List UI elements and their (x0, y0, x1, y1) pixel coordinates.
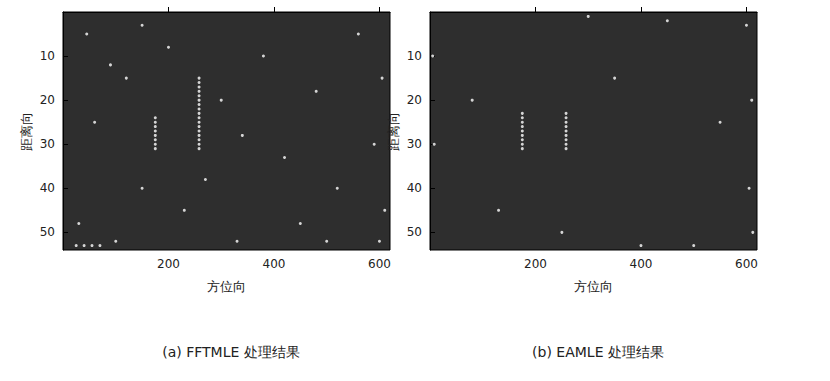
svg-text:400: 400 (630, 257, 653, 271)
svg-text:(b) EAMLE 处理结果: (b) EAMLE 处理结果 (532, 344, 664, 360)
svg-text:50: 50 (407, 225, 422, 239)
svg-text:30: 30 (407, 137, 422, 151)
svg-text:600: 600 (735, 257, 758, 271)
svg-text:(a) FFTMLE 处理结果: (a) FFTMLE 处理结果 (162, 344, 300, 360)
svg-text:方位向: 方位向 (207, 279, 246, 294)
svg-text:40: 40 (40, 181, 55, 195)
svg-text:距离向: 距离向 (386, 112, 401, 151)
svg-text:40: 40 (407, 181, 422, 195)
svg-text:10: 10 (40, 49, 55, 63)
svg-text:50: 50 (40, 225, 55, 239)
svg-text:20: 20 (407, 93, 422, 107)
svg-text:200: 200 (157, 257, 180, 271)
svg-text:20: 20 (40, 93, 55, 107)
svg-text:距离向: 距离向 (19, 112, 34, 151)
svg-text:10: 10 (407, 49, 422, 63)
svg-text:30: 30 (40, 137, 55, 151)
svg-text:600: 600 (368, 257, 391, 271)
svg-text:200: 200 (524, 257, 547, 271)
svg-text:400: 400 (263, 257, 286, 271)
svg-text:方位向: 方位向 (574, 279, 613, 294)
